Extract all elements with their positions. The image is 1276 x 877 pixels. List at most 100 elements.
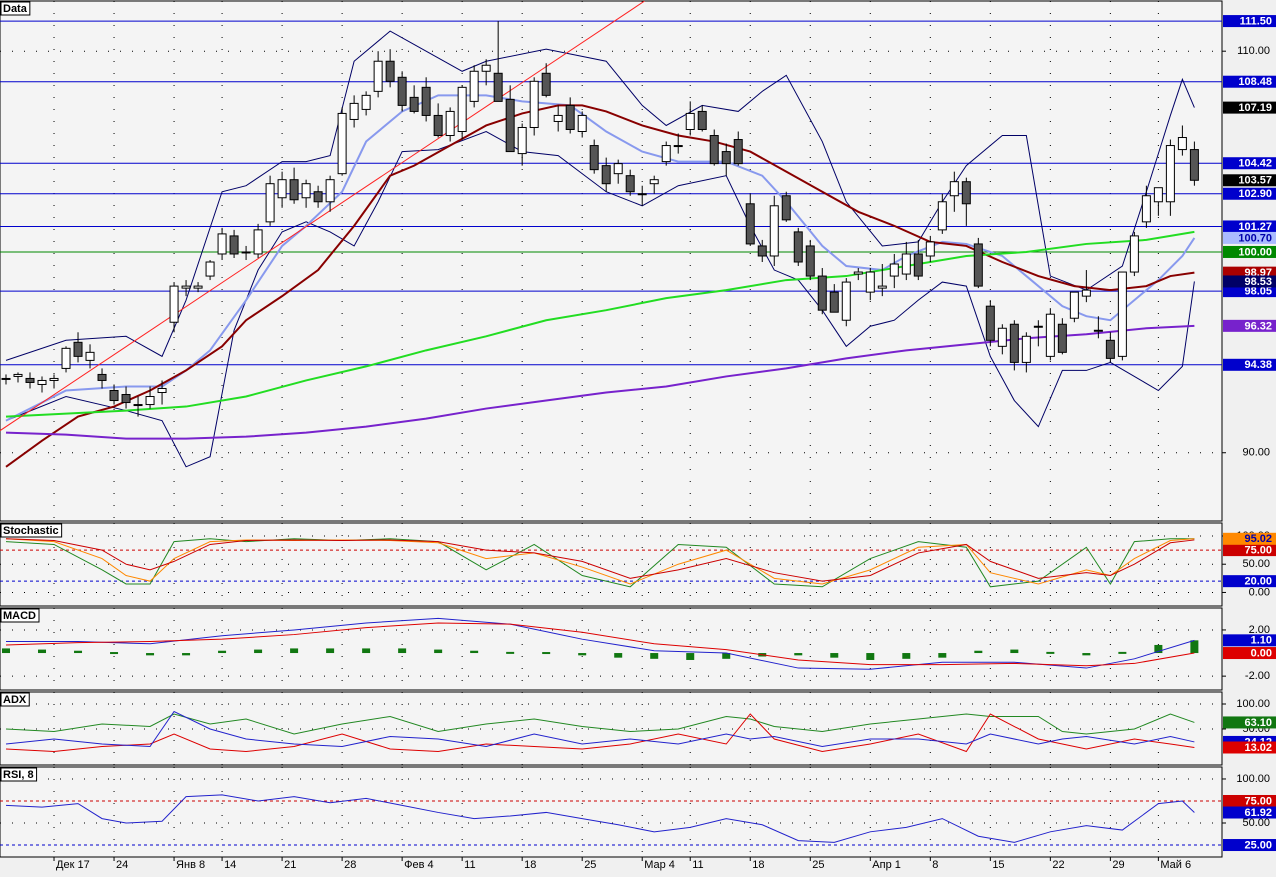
x-tick-label: 15 xyxy=(992,859,1004,871)
candle-body xyxy=(1069,291,1079,319)
panel-title: Data xyxy=(3,3,28,15)
histogram-bar xyxy=(182,653,191,656)
histogram-bar xyxy=(1190,640,1199,654)
indicator-line xyxy=(5,622,1195,667)
histogram-bar xyxy=(326,648,335,654)
candle-body xyxy=(721,151,731,165)
indicator-line xyxy=(5,713,1195,753)
histogram-bar xyxy=(830,653,839,658)
panel-title: ADX xyxy=(3,694,27,706)
value-label: 20.00 xyxy=(1244,576,1272,588)
candle-body xyxy=(793,231,803,263)
value-label: 102.90 xyxy=(1238,188,1272,200)
candle-body xyxy=(1045,313,1055,357)
candle-body xyxy=(409,96,419,112)
candle-body xyxy=(961,181,971,205)
candle-body xyxy=(493,72,503,102)
panel-title-box xyxy=(0,523,63,538)
value-label-box xyxy=(1223,319,1276,332)
value-label-box xyxy=(1223,634,1276,647)
value-label: 98.05 xyxy=(1244,286,1272,298)
candle-body xyxy=(769,205,779,257)
candle-body xyxy=(781,195,791,221)
panel-title: RSI, 8 xyxy=(3,769,34,781)
candle-body xyxy=(613,163,623,175)
panel-background xyxy=(0,691,1223,766)
value-label: 13.02 xyxy=(1244,742,1272,754)
candle-body xyxy=(361,94,371,110)
histogram-bar xyxy=(614,653,623,658)
histogram-bar xyxy=(38,649,47,654)
candle-body xyxy=(253,229,263,255)
x-tick-label: 25 xyxy=(584,859,596,871)
candle-body xyxy=(373,60,383,92)
panel-title: MACD xyxy=(3,610,36,622)
histogram-bar xyxy=(506,651,515,654)
histogram-bar xyxy=(1010,649,1019,654)
candle-body xyxy=(889,263,899,277)
histogram-bar xyxy=(470,650,479,654)
value-label: 75.00 xyxy=(1244,795,1272,807)
y-tick-label: 50.00 xyxy=(1242,817,1270,829)
value-label: 101.27 xyxy=(1238,221,1272,233)
candle-body xyxy=(1129,235,1139,273)
candle-body xyxy=(397,76,407,106)
candle-body xyxy=(601,165,611,185)
value-label-box xyxy=(1223,741,1276,754)
histogram-bar xyxy=(218,650,227,654)
value-label-box xyxy=(1223,231,1276,244)
candle-body xyxy=(901,253,911,275)
candle-body xyxy=(1165,145,1175,203)
candle-body xyxy=(733,139,743,165)
x-tick-label: 18 xyxy=(752,859,764,871)
value-label-box xyxy=(1223,794,1276,807)
histogram-bar xyxy=(686,653,695,660)
y-tick-label: 0.00 xyxy=(1249,586,1270,598)
candle-body xyxy=(121,394,131,404)
candle-body xyxy=(469,70,479,102)
x-tick-label: Фев 4 xyxy=(404,859,434,871)
value-label-box xyxy=(1223,716,1276,729)
candle-body xyxy=(313,191,323,203)
candle-body xyxy=(985,305,995,341)
x-tick-label: Мар 4 xyxy=(644,859,675,871)
indicator-line xyxy=(5,30,1195,361)
value-label-box xyxy=(1223,532,1276,545)
candle-body xyxy=(517,126,527,155)
candle-body xyxy=(1117,271,1127,357)
candle-body xyxy=(97,373,107,381)
x-tick-label: 25 xyxy=(812,859,824,871)
histogram-bar xyxy=(1082,653,1091,656)
candle-body xyxy=(301,183,311,199)
x-tick-label: 8 xyxy=(932,859,938,871)
value-label: 95.02 xyxy=(1244,533,1272,545)
candle-body xyxy=(745,203,755,245)
candle-body xyxy=(193,285,203,289)
candle-body xyxy=(1105,339,1115,359)
histogram-bar xyxy=(866,653,875,660)
candle-body xyxy=(433,114,443,137)
indicator-line xyxy=(5,538,1195,588)
indicator-line xyxy=(5,230,1195,418)
candle-body xyxy=(589,145,599,171)
histogram-bar xyxy=(578,653,587,656)
candle-body xyxy=(673,145,683,148)
candle-body xyxy=(925,241,935,257)
candle-body xyxy=(181,285,191,289)
candle-body xyxy=(1177,137,1187,151)
candle-body xyxy=(1189,149,1199,181)
candle-body xyxy=(289,179,299,201)
candle-body xyxy=(1153,187,1163,203)
candle-body xyxy=(169,285,179,323)
histogram-bar xyxy=(794,653,803,656)
candle-body xyxy=(337,112,347,175)
y-tick-label: 110.00 xyxy=(1237,45,1270,57)
panel-title: Stochastic xyxy=(3,525,59,537)
candle-body xyxy=(709,135,719,165)
candle-body xyxy=(853,271,863,275)
candle-body xyxy=(625,175,635,193)
indicator-line xyxy=(5,94,1196,422)
candle-body xyxy=(805,245,815,277)
candle-body xyxy=(817,275,827,311)
